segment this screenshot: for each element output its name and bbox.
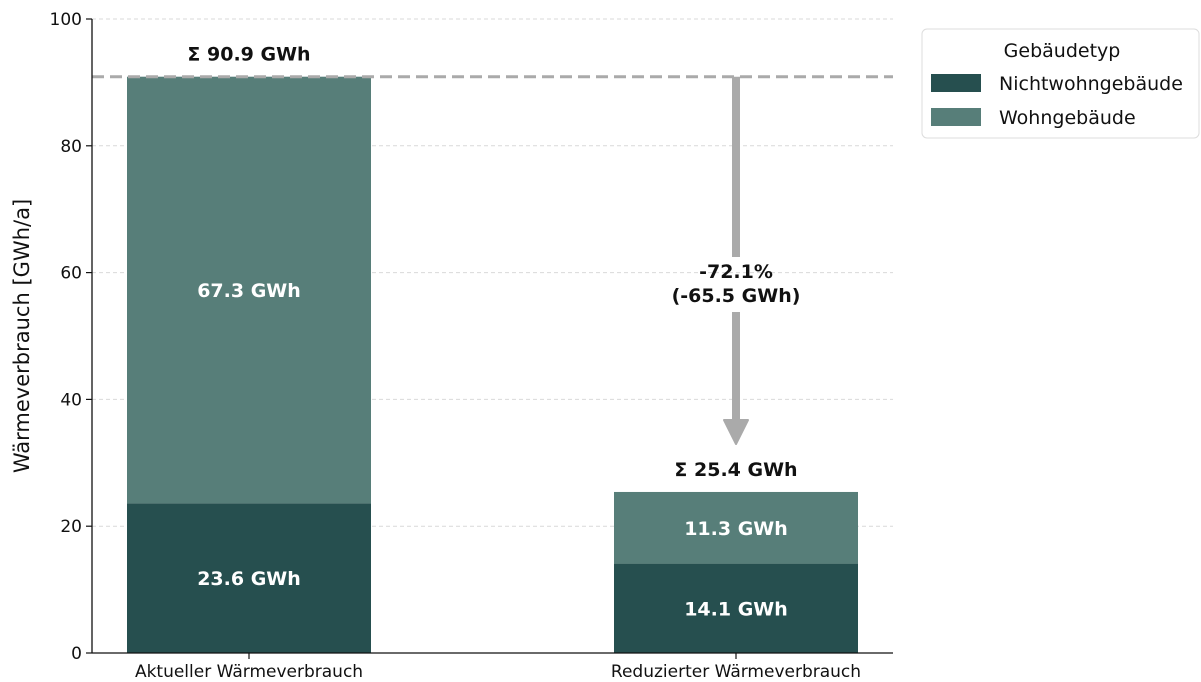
y-tick-label: 80 — [60, 137, 82, 157]
bar-segment — [127, 503, 371, 653]
reduction-absolute-label: (-65.5 GWh) — [672, 285, 801, 307]
legend-title: Gebäudetyp — [1004, 40, 1121, 62]
bar-value-label: 11.3 GWh — [684, 518, 788, 540]
bar-segment — [614, 563, 858, 653]
legend-label: Wohngebäude — [999, 107, 1136, 129]
total-label: Σ 25.4 GWh — [674, 459, 797, 481]
legend: Gebäudetyp Nichtwohngebäude Wohngebäude — [921, 28, 1200, 139]
bar-segment — [614, 491, 858, 564]
bar-labels: 23.6 GWh 67.3 GWh 14.1 GWh 11.3 GWh — [197, 280, 788, 620]
bar-value-label: 23.6 GWh — [197, 568, 301, 590]
bar-segment — [127, 76, 371, 504]
x-tick-label: Aktueller Wärmeverbrauch — [135, 662, 363, 682]
y-tick-label: 40 — [60, 390, 82, 410]
bars — [127, 76, 858, 653]
y-axis-ticks: 0 20 40 60 80 100 — [50, 10, 92, 664]
legend-swatch — [931, 74, 981, 92]
reduction-arrow-head — [723, 419, 749, 445]
total-label: Σ 90.9 GWh — [187, 44, 310, 66]
reduction-annotation: -72.1% (-65.5 GWh) — [92, 75, 893, 445]
legend-label: Nichtwohngebäude — [999, 73, 1183, 95]
legend-frame — [921, 28, 1200, 139]
reduction-percent-label: -72.1% — [699, 261, 773, 283]
y-tick-label: 20 — [60, 517, 82, 537]
y-tick-label: 0 — [71, 644, 82, 664]
x-tick-label: Reduzierter Wärmeverbrauch — [611, 662, 861, 682]
legend-items: Nichtwohngebäude Wohngebäude — [931, 73, 1183, 129]
legend-swatch — [931, 108, 981, 126]
y-tick-label: 100 — [50, 10, 82, 30]
bar-value-label: 67.3 GWh — [197, 280, 301, 302]
total-labels: Σ 90.9 GWh Σ 25.4 GWh — [187, 44, 797, 481]
x-axis-ticks: Aktueller Wärmeverbrauch Reduzierter Wärm… — [135, 653, 861, 682]
y-tick-label: 60 — [60, 264, 82, 284]
y-axis-title: Wärmeverbrauch [GWh/a] — [10, 199, 34, 473]
axes: 0 20 40 60 80 100 Aktueller Wärmeverbrauch Red… — [10, 10, 893, 682]
bar-value-label: 14.1 GWh — [684, 598, 788, 620]
